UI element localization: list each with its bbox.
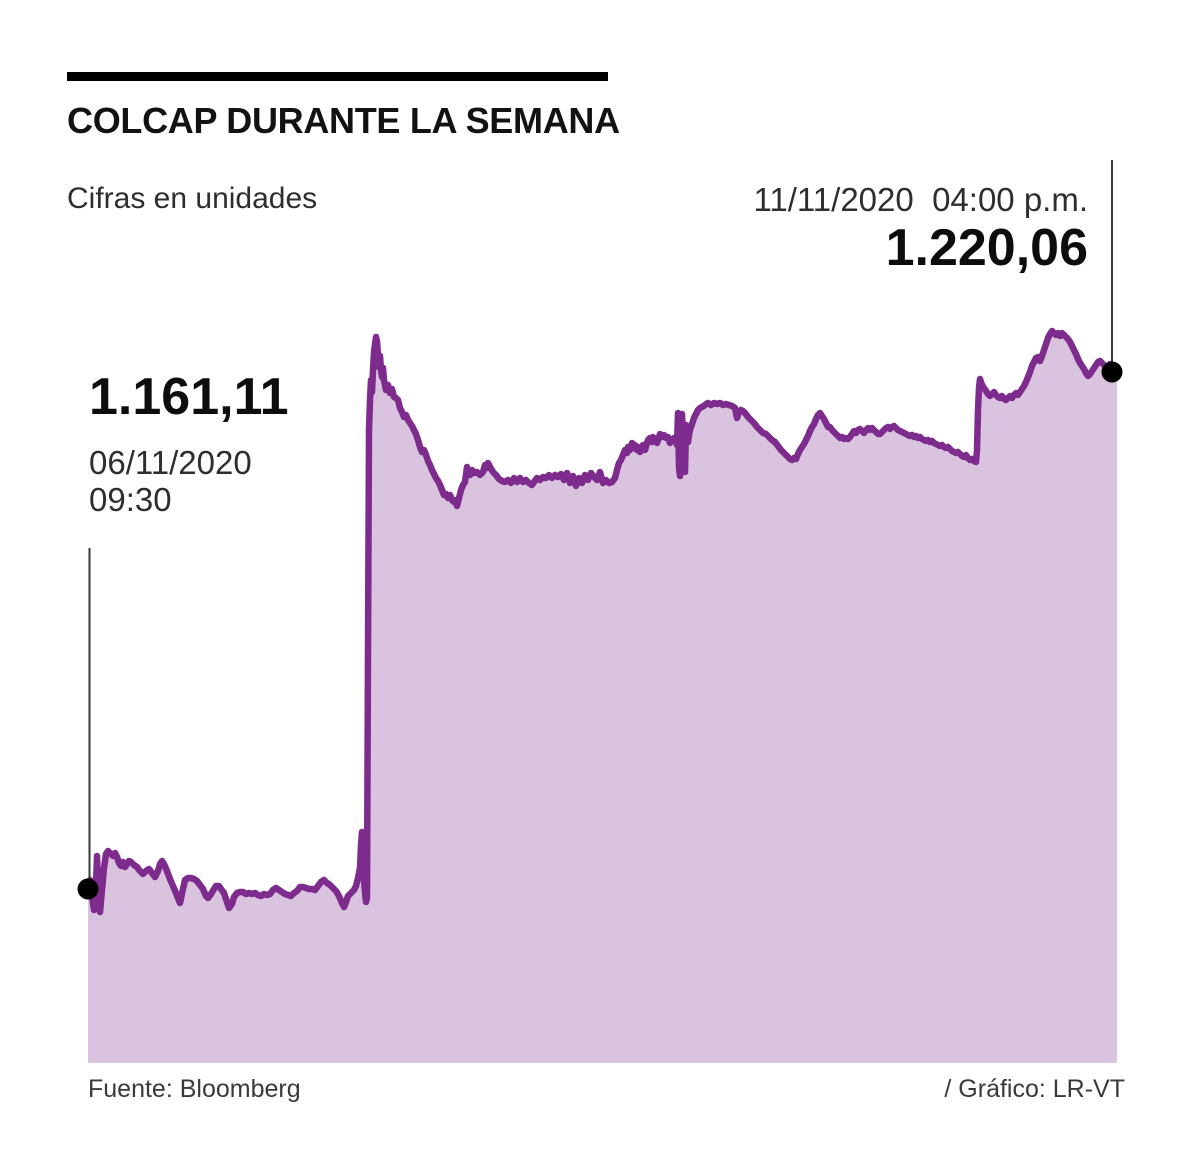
chart-subtitle: Cifras en unidades bbox=[67, 182, 318, 215]
end-datetime-label: 11/11/2020 04:00 p.m. bbox=[753, 181, 1088, 218]
start-value-label: 1.161,11 bbox=[89, 368, 289, 426]
area-fill bbox=[88, 331, 1117, 1063]
page-title: COLCAP DURANTE LA SEMANA bbox=[67, 100, 620, 141]
end-annotation: 11/11/2020 04:00 p.m. 1.220,06 bbox=[753, 181, 1088, 274]
start-marker-dot bbox=[77, 878, 99, 900]
start-date-label: 06/11/2020 bbox=[89, 444, 252, 481]
end-value-label: 1.220,06 bbox=[885, 218, 1088, 277]
graphic-credit: / Gráfico: LR-VT bbox=[944, 1075, 1125, 1103]
start-annotation: 1.161,11 06/11/2020 09:30 bbox=[89, 371, 289, 518]
end-marker-dot bbox=[1101, 361, 1123, 383]
price-line bbox=[84, 327, 1121, 916]
title-bar bbox=[67, 72, 608, 81]
start-time-label: 09:30 bbox=[89, 480, 172, 518]
source-credit: Fuente: Bloomberg bbox=[88, 1075, 301, 1103]
